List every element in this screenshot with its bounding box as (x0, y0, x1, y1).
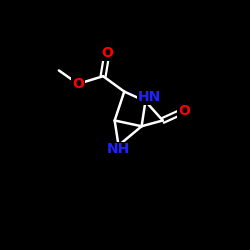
Text: O: O (72, 77, 84, 91)
Text: O: O (178, 104, 190, 118)
Text: HN: HN (138, 90, 161, 104)
Text: O: O (101, 46, 113, 60)
Text: NH: NH (107, 142, 130, 156)
